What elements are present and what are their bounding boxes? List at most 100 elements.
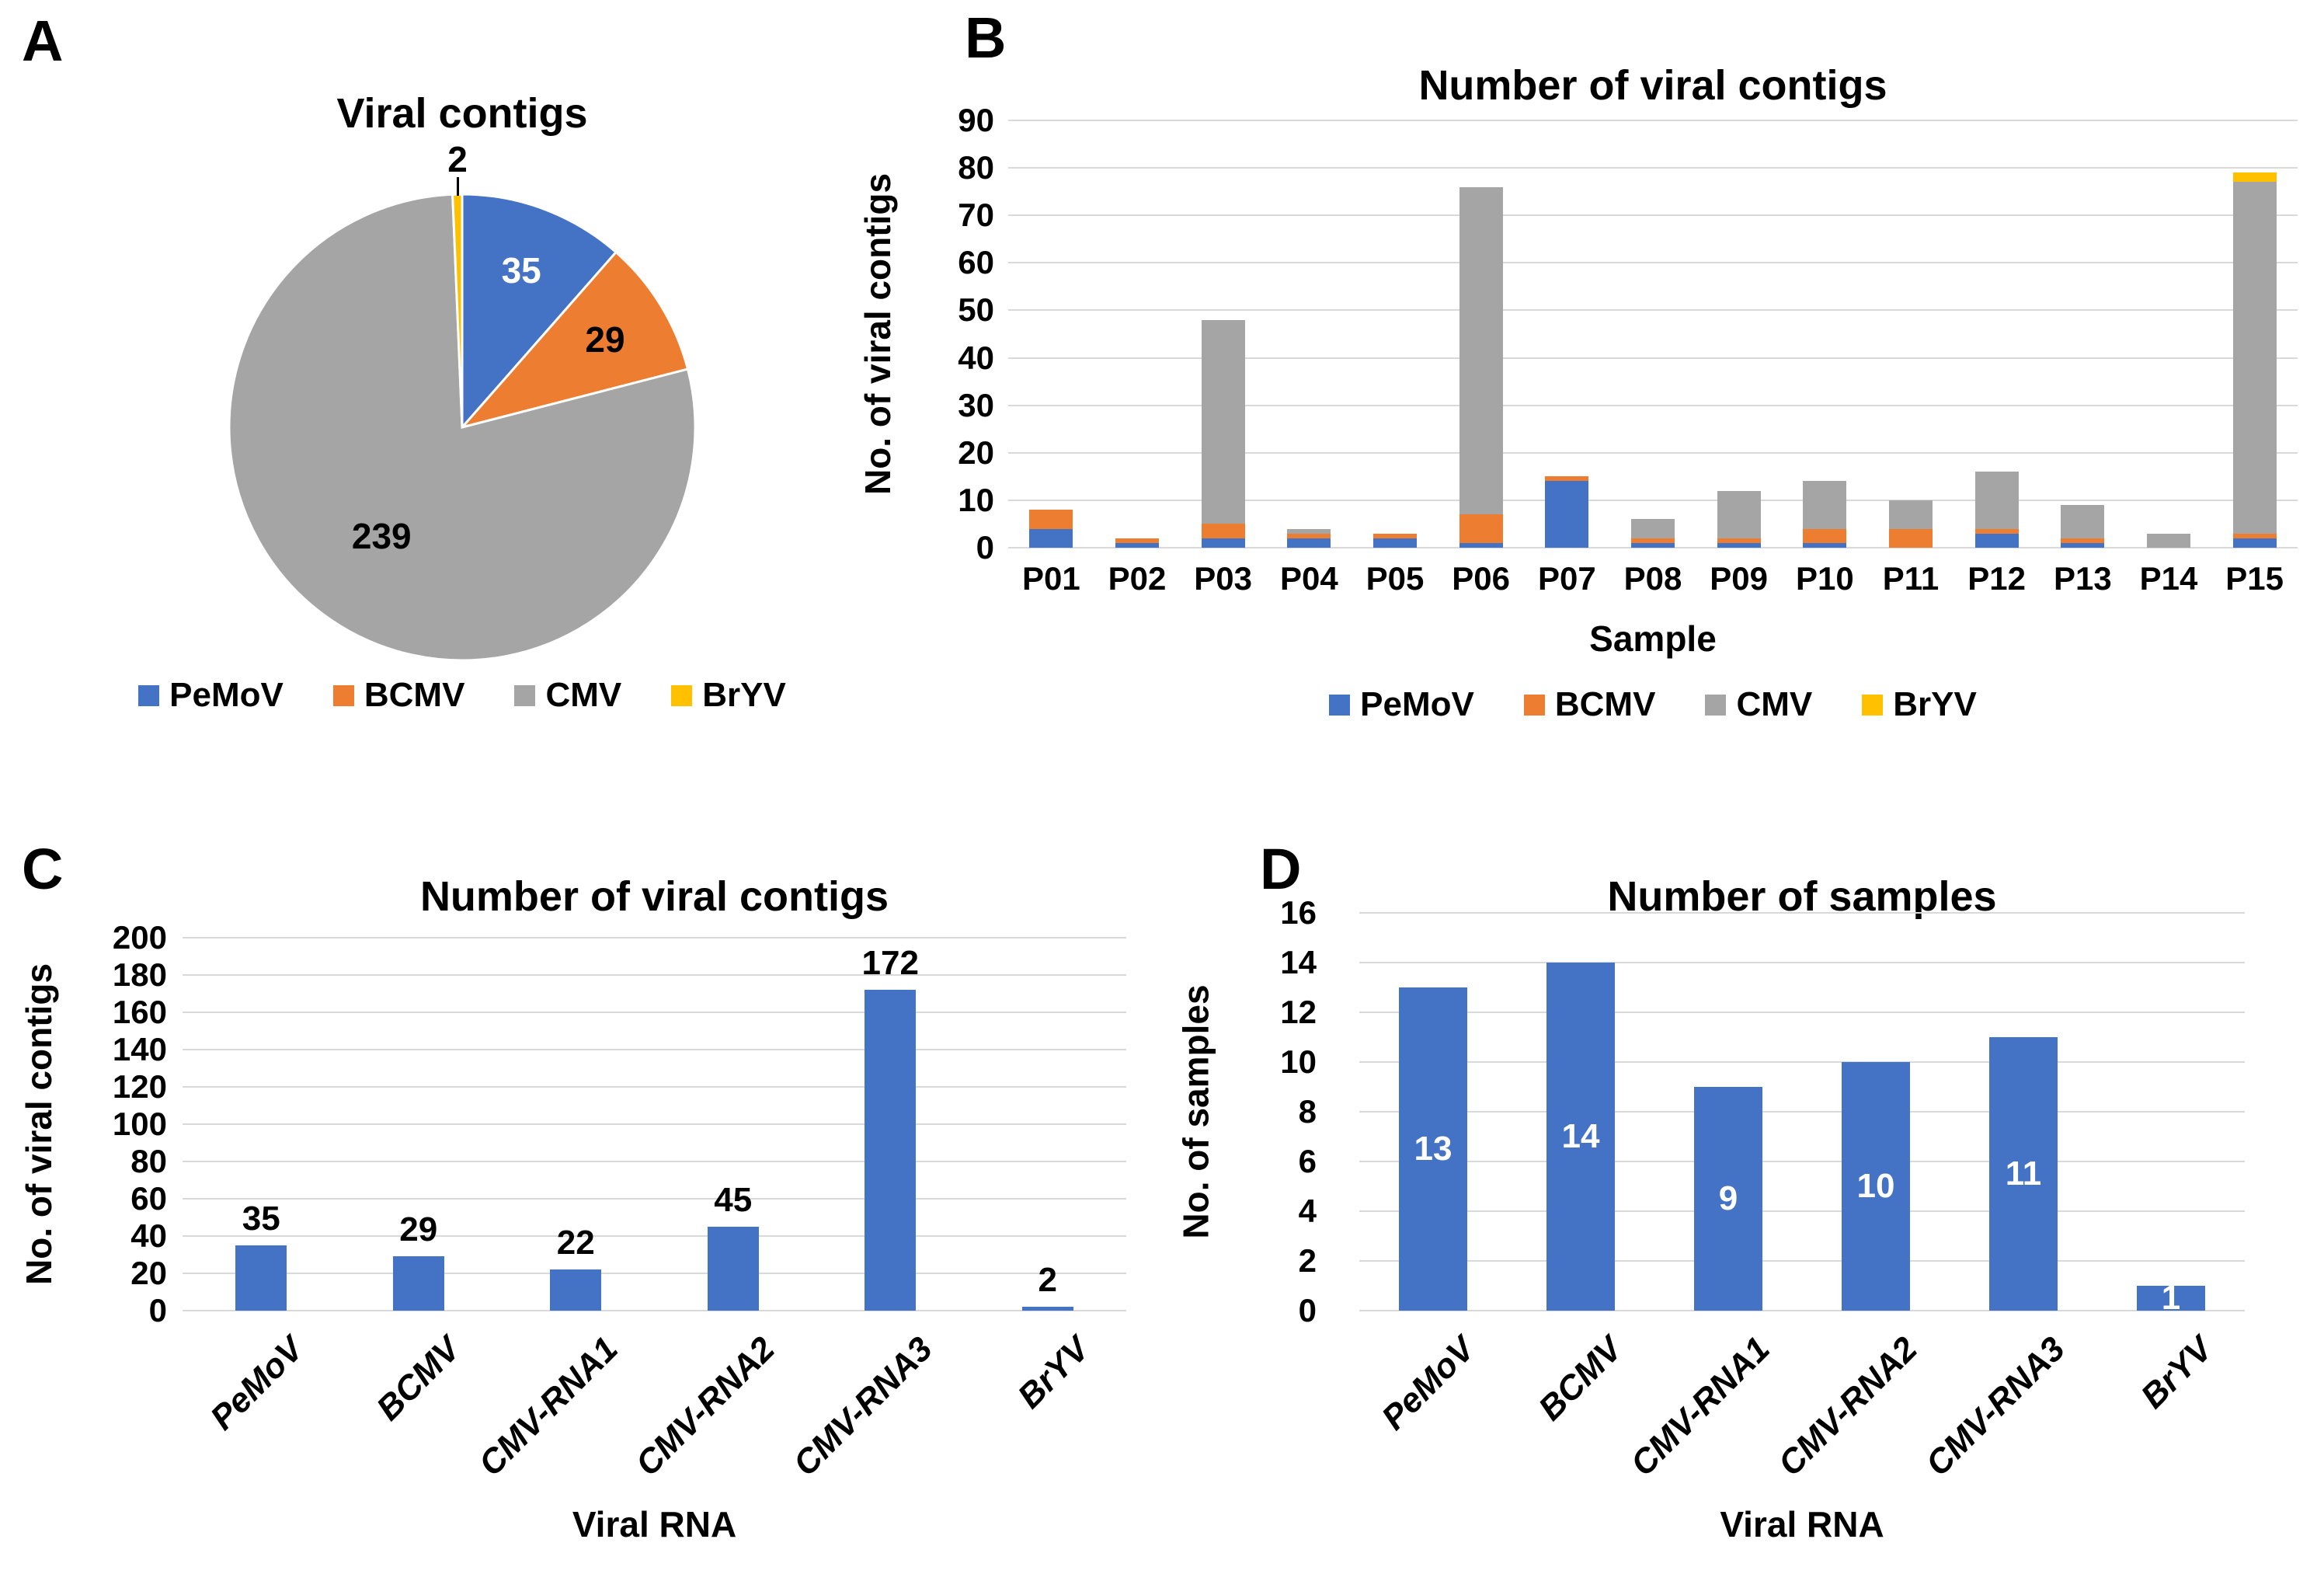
x-category-label: CMV-RNA2	[628, 1329, 782, 1484]
x-category-label: PeMoV	[203, 1329, 311, 1437]
y-tick-label: 60	[130, 1180, 167, 1217]
x-category-label: CMV-RNA3	[1919, 1329, 2073, 1484]
gridline	[1008, 547, 2298, 548]
y-tick-label: 160	[112, 994, 167, 1030]
segment-bcmv-p08	[1631, 538, 1675, 543]
samples-bar-y-axis-title: No. of samples	[1176, 984, 1217, 1239]
x-category-label: P15	[2225, 560, 2284, 597]
legend-label: PeMoV	[1360, 685, 1474, 723]
gridline	[1008, 262, 2298, 264]
gridline	[1008, 214, 2298, 217]
y-tick-label: 10	[958, 481, 994, 518]
segment-cmv-p14	[2147, 533, 2190, 548]
bar-pemov	[1399, 987, 1467, 1311]
segment-bcmv-p03	[1201, 524, 1245, 538]
x-category-label: P09	[1710, 560, 1769, 597]
y-tick-label: 140	[112, 1031, 167, 1067]
bar-bryv	[1021, 1307, 1073, 1311]
y-tick-label: 180	[112, 956, 167, 993]
legend-a: PeMoV BCMV CMV BrYV	[74, 677, 851, 713]
legend-label: PeMoV	[169, 676, 284, 714]
x-category-label: CMV-RNA1	[1623, 1329, 1778, 1484]
gridline	[183, 974, 1126, 976]
legend-label: CMV	[545, 676, 622, 714]
gridline	[183, 1273, 1126, 1274]
y-tick-label: 4	[1298, 1193, 1317, 1229]
gridline	[1008, 404, 2298, 406]
bar-value-label: 14	[1561, 1117, 1600, 1155]
segment-cmv-p10	[1803, 481, 1847, 529]
legend-item-cmv: CMV	[514, 677, 621, 713]
bar-value-label: 172	[861, 944, 919, 983]
x-category-label: P13	[2053, 560, 2112, 597]
legend-label: BCMV	[1554, 685, 1656, 723]
bar-bryv	[2137, 1286, 2205, 1311]
segment-bcmv-p01	[1029, 510, 1073, 529]
y-tick-label: 80	[130, 1143, 167, 1179]
contigs-bar-title: Number of viral contigs	[419, 873, 889, 920]
gridline	[183, 1086, 1126, 1088]
segment-pemov-p01	[1029, 528, 1073, 548]
y-tick-label: 16	[1280, 894, 1317, 931]
segment-bcmv-p12	[1974, 528, 2019, 534]
y-tick-label: 0	[1298, 1292, 1317, 1329]
gridline	[1359, 1260, 2245, 1262]
stacked-bar-y-axis-title: No. of viral contigs	[858, 172, 899, 496]
legend-swatch-pemov	[1329, 694, 1351, 716]
segment-pemov-p13	[2061, 542, 2105, 548]
x-category-label: P02	[1108, 560, 1167, 597]
x-category-label: BrYV	[2134, 1329, 2221, 1416]
pie-slice-pemov	[461, 193, 618, 430]
segment-cmv-p06	[1459, 186, 1503, 515]
gridline	[1008, 499, 2298, 501]
bar-bcmv	[1546, 963, 1615, 1311]
x-category-label: P14	[2139, 560, 2198, 597]
legend-label: BrYV	[1893, 685, 1977, 723]
segment-cmv-p12	[1974, 472, 2019, 529]
bar-pemov	[235, 1245, 287, 1311]
bar-value-label: 11	[2005, 1154, 2042, 1193]
stacked-bar-title: Number of viral contigs	[1418, 62, 1887, 109]
gridline	[1359, 1012, 2245, 1013]
segment-cmv-p13	[2061, 505, 2105, 538]
segment-pemov-p04	[1287, 538, 1331, 548]
gridline	[183, 1123, 1126, 1125]
y-tick-label: 80	[958, 149, 994, 186]
legend-label: CMV	[1736, 685, 1813, 723]
y-tick-label: 30	[958, 386, 994, 423]
x-category-label: P12	[1967, 560, 2027, 597]
contigs-bar-y-axis-title: No. of viral contigs	[19, 963, 60, 1286]
segment-pemov-p10	[1803, 542, 1847, 548]
y-tick-label: 40	[958, 339, 994, 376]
segment-bcmv-p10	[1803, 528, 1847, 543]
bar-value-label: 29	[399, 1210, 438, 1249]
y-tick-label: 90	[958, 102, 994, 138]
segment-pemov-p09	[1717, 542, 1761, 548]
pie-value-label: 2	[447, 139, 468, 179]
bar-value-label: 1	[2161, 1279, 2181, 1317]
y-tick-label: 0	[148, 1292, 167, 1329]
legend-b: PeMoV BCMV CMV BrYV	[1008, 687, 2298, 723]
bar-value-label: 10	[1856, 1167, 1895, 1205]
x-category-label: BrYV	[1011, 1329, 1097, 1416]
y-tick-label: 60	[958, 244, 994, 281]
pie-value-label: 239	[351, 515, 412, 556]
legend-item-bryv: BrYV	[671, 677, 786, 713]
gridline	[1359, 1111, 2245, 1113]
segment-cmv-p09	[1717, 490, 1761, 538]
gridline	[1359, 912, 2245, 914]
panel-a-letter: A	[22, 9, 64, 73]
panel-d-letter: D	[1260, 837, 1302, 901]
y-tick-label: 200	[112, 919, 167, 956]
legend-item-bcmv: BCMV	[332, 677, 464, 713]
gridline	[1359, 1210, 2245, 1212]
x-category-label: P10	[1795, 560, 1854, 597]
segment-bcmv-p15	[2232, 533, 2277, 538]
legend-swatch-cmv	[1705, 694, 1727, 716]
legend-item-bryv: BrYV	[1862, 687, 1977, 723]
gridline	[183, 1198, 1126, 1200]
gridline	[1008, 120, 2298, 121]
bar-cmv-rna2	[707, 1227, 759, 1311]
legend-swatch-pemov	[138, 684, 160, 706]
